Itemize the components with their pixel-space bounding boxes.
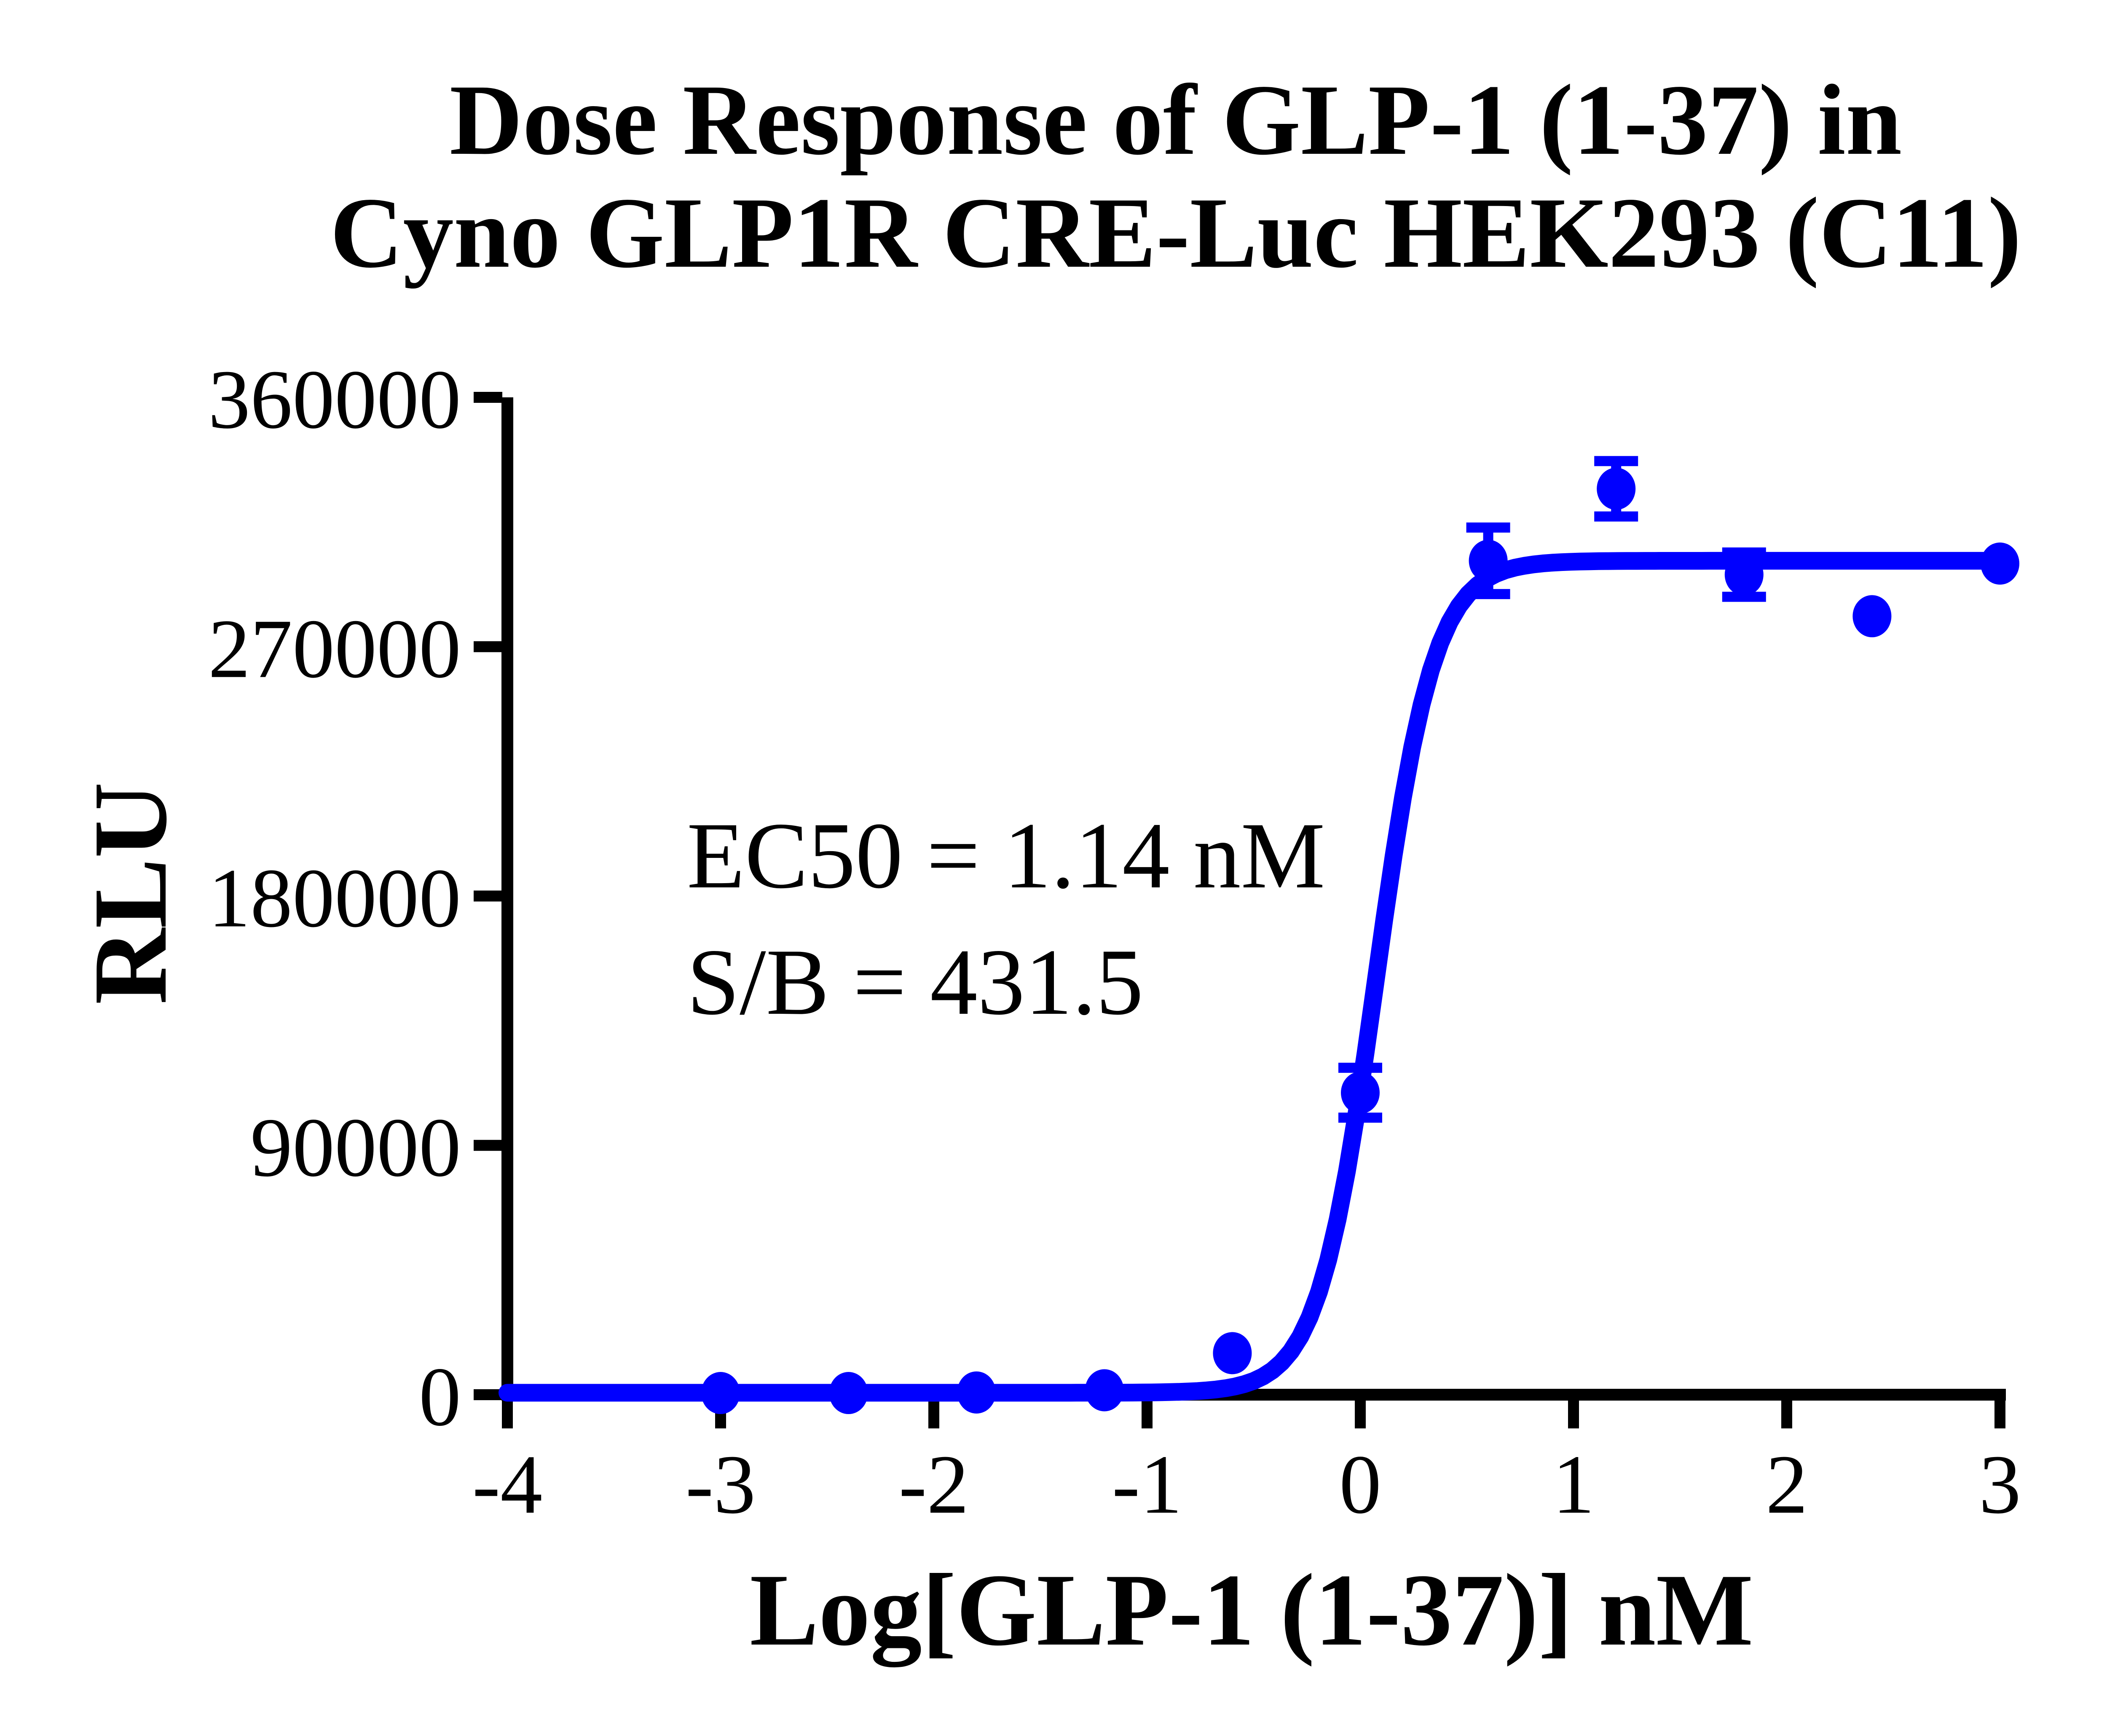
x-tick-label: 2 — [1766, 1438, 1808, 1531]
fit-annotation: EC50 = 1.14 nM S/B = 431.5 — [687, 792, 1325, 1045]
y-tick-label: 270000 — [208, 603, 461, 696]
chart-title-line1: Dose Response of GLP-1 (1-37) in — [449, 64, 1902, 176]
x-tick-label: -4 — [472, 1438, 543, 1531]
y-tick-label: 180000 — [208, 852, 461, 945]
chart-title-line2: Cyno GLP1R CRE-Luc HEK293 (C11) — [330, 177, 2021, 289]
chart-title: Dose Response of GLP-1 (1-37) in Cyno GL… — [111, 63, 2107, 289]
x-tick-label: -2 — [899, 1438, 969, 1531]
x-tick-label: 3 — [1979, 1438, 2021, 1531]
data-point — [1724, 553, 1764, 596]
x-tick-label: 0 — [1339, 1438, 1381, 1531]
data-point — [957, 1371, 996, 1414]
x-tick-label: 1 — [1552, 1438, 1595, 1531]
data-point — [1852, 595, 1892, 638]
ec50-value: EC50 = 1.14 nM — [687, 803, 1325, 908]
y-tick-label: 90000 — [250, 1101, 461, 1194]
data-point — [1213, 1332, 1252, 1374]
y-tick-label: 0 — [419, 1350, 461, 1444]
data-point — [1341, 1072, 1380, 1114]
signal-to-background-value: S/B = 431.5 — [687, 929, 1144, 1034]
data-point — [1469, 539, 1508, 582]
data-point — [1085, 1369, 1124, 1412]
y-tick-label: 360000 — [208, 353, 461, 446]
data-point — [829, 1372, 868, 1415]
x-axis-title: Log[GLP-1 (1-37)] nM — [750, 1553, 1753, 1667]
data-point — [701, 1372, 740, 1415]
x-tick-label: -1 — [1112, 1438, 1182, 1531]
data-point — [1981, 542, 2019, 585]
x-tick-label: -3 — [686, 1438, 756, 1531]
data-point — [1597, 467, 1636, 510]
